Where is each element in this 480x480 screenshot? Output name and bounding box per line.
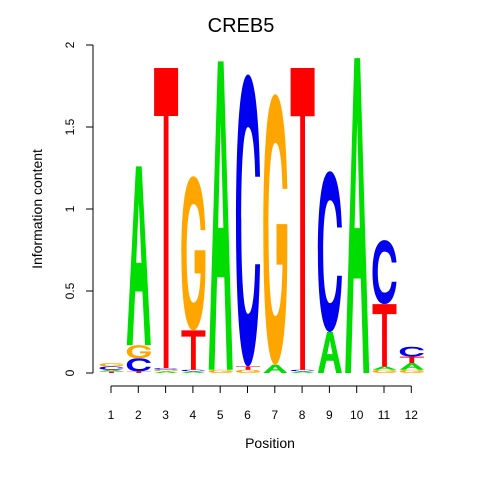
letter-A	[399, 363, 424, 370]
letter-G	[372, 369, 397, 373]
letter-C	[290, 369, 315, 372]
letter-T	[290, 67, 315, 370]
letter-G	[154, 369, 179, 372]
position-stack	[372, 240, 397, 373]
y-axis-label: Information content	[29, 149, 45, 269]
x-axis-label: Position	[245, 435, 295, 451]
y-tick-label: 0.5	[63, 282, 77, 299]
chart-title: CREB5	[208, 15, 275, 37]
position-stack	[126, 166, 151, 373]
letter-T	[399, 356, 424, 364]
position-stack	[317, 171, 342, 373]
letter-C	[236, 74, 260, 367]
x-tick-label: 5	[217, 408, 224, 422]
letter-A	[154, 371, 179, 373]
letter-G	[126, 345, 151, 359]
letter-C	[372, 240, 397, 305]
letter-G	[99, 363, 124, 367]
x-tick-label: 10	[350, 408, 364, 422]
position-stack	[181, 176, 206, 373]
x-tick-label: 11	[378, 408, 391, 422]
x-tick-label: 1	[108, 408, 115, 422]
x-tick-label: 8	[299, 408, 306, 422]
letter-C	[126, 358, 151, 372]
letter-stacks	[99, 58, 424, 374]
position-stack	[208, 61, 233, 373]
position-stack	[263, 94, 288, 373]
letter-A	[372, 366, 397, 370]
letter-G	[399, 369, 424, 373]
letter-T	[236, 366, 260, 370]
x-tick-label: 2	[135, 408, 142, 422]
y-tick-label: 1.5	[63, 118, 77, 135]
letter-C	[399, 346, 424, 357]
letter-C	[154, 368, 179, 370]
letter-T	[372, 304, 397, 367]
x-tick-label: 12	[405, 408, 419, 422]
position-stack	[154, 67, 179, 373]
letter-A	[263, 364, 288, 373]
letter-A	[290, 371, 315, 373]
x-tick-label: 4	[190, 408, 197, 422]
x-tick-label: 3	[162, 408, 169, 422]
position-stack	[399, 346, 424, 373]
y-axis: 0 0.5 1 1.5 2	[63, 41, 94, 376]
letter-A	[345, 58, 370, 374]
letter-A	[99, 369, 124, 372]
letter-C	[99, 366, 124, 370]
position-stack	[99, 363, 124, 373]
letter-G	[181, 176, 206, 331]
letter-T	[126, 371, 151, 373]
letter-A	[317, 332, 342, 373]
position-stack	[236, 74, 260, 373]
letter-G	[236, 369, 260, 373]
letter-A	[181, 371, 206, 373]
y-tick-label: 1	[63, 205, 77, 212]
position-stack	[290, 67, 315, 373]
letter-A	[208, 61, 233, 370]
x-tick-label: 7	[271, 408, 278, 422]
letter-C	[317, 171, 342, 332]
x-tick-label: 9	[326, 408, 333, 422]
letter-G	[208, 369, 233, 373]
letter-T	[99, 371, 124, 373]
letter-T	[181, 330, 206, 370]
x-axis: 1 2 3 4 5 6 7 8 9 10 11 12	[108, 385, 419, 422]
y-tick-label: 2	[63, 41, 77, 48]
position-stack	[345, 58, 370, 374]
letter-T	[154, 67, 179, 369]
letter-C	[181, 369, 206, 372]
x-tick-label: 6	[244, 408, 251, 422]
letter-G	[263, 94, 288, 365]
letter-A	[126, 166, 151, 346]
y-tick-label: 0	[63, 369, 77, 376]
